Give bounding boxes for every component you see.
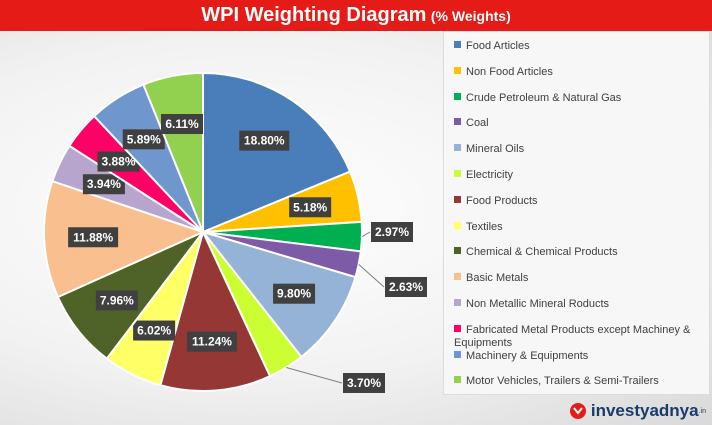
data-label: 11.88% bbox=[73, 230, 113, 244]
leader-line bbox=[286, 366, 343, 384]
data-label-box bbox=[122, 129, 165, 150]
logo-mark-icon bbox=[569, 403, 586, 419]
legend-swatch bbox=[454, 324, 461, 332]
data-label-box bbox=[68, 227, 119, 248]
data-label: 3.70% bbox=[347, 376, 381, 390]
pie-slice bbox=[142, 71, 204, 233]
pie-slice bbox=[43, 179, 206, 299]
legend-swatch bbox=[454, 273, 461, 281]
legend-label: Coal bbox=[466, 117, 489, 130]
data-label: 3.88% bbox=[101, 155, 135, 169]
data-label: 18.80% bbox=[244, 134, 285, 148]
data-label: 6.11% bbox=[165, 117, 199, 131]
legend-item: Machinery & Equipments bbox=[454, 350, 588, 363]
legend-item: Mineral Oils bbox=[454, 143, 524, 156]
data-label: 9.80% bbox=[277, 287, 311, 301]
data-label-box bbox=[97, 151, 140, 172]
legend-swatch bbox=[454, 41, 461, 48]
legend-swatch bbox=[454, 66, 461, 74]
legend-label: Mineral Oils bbox=[466, 143, 525, 156]
data-label-box bbox=[82, 174, 125, 195]
data-label-box bbox=[95, 290, 138, 311]
chart-subtitle: (% Weights) bbox=[430, 8, 511, 24]
legend-label: Food Products bbox=[466, 194, 538, 207]
legend-label: Chemical & Chemical Products bbox=[466, 246, 618, 259]
legend-item: Chemical & Chemical Products bbox=[454, 246, 618, 259]
legend-label: Non Metallic Mineral Roducts bbox=[466, 298, 610, 310]
legend-swatch bbox=[454, 376, 461, 384]
legend-swatch bbox=[454, 221, 461, 229]
legend-label: Electricity bbox=[466, 169, 514, 181]
legend-item: Electricity bbox=[454, 169, 513, 182]
legend-item: Fabricated Metal Products except Machine… bbox=[454, 324, 709, 350]
data-label: 5.89% bbox=[127, 132, 161, 146]
legend-item: Food Products bbox=[454, 195, 538, 208]
legend-label: Basic Metals bbox=[466, 272, 529, 285]
legend-label: Non Food Articles bbox=[466, 65, 553, 78]
legend-item: Non Metallic Mineral Roducts bbox=[454, 298, 609, 311]
legend-swatch bbox=[454, 144, 461, 152]
legend-swatch bbox=[454, 195, 461, 203]
legend-label: Food Articles bbox=[466, 40, 530, 52]
logo-text: investyadnya bbox=[590, 401, 699, 420]
legend-swatch bbox=[454, 247, 461, 255]
data-label-box bbox=[343, 373, 385, 393]
data-label-box bbox=[239, 130, 290, 151]
data-label: 11.24% bbox=[192, 335, 232, 349]
legend-item: Motor Vehicles, Trailers & Semi-Trailers bbox=[454, 375, 659, 388]
legend-swatch bbox=[454, 170, 461, 177]
legend-label: Crude Petroleum & Natural Gas bbox=[466, 91, 622, 104]
data-label-box bbox=[371, 222, 413, 242]
legend-item: Food Articles bbox=[454, 40, 530, 53]
leader-line bbox=[358, 264, 385, 288]
data-label: 3.94% bbox=[87, 177, 121, 191]
data-label: 5.18% bbox=[293, 200, 327, 214]
data-label: 2.97% bbox=[375, 225, 409, 239]
legend-item: Crude Petroleum & Natural Gas bbox=[454, 92, 621, 105]
data-label-box bbox=[133, 320, 176, 341]
data-label: 6.02% bbox=[137, 324, 171, 338]
logo-tld: .in bbox=[698, 407, 706, 415]
plot-area: 18.80% 5.18% 2.97% 2.63% 9.80% 3.70% 11.24% 6.0… bbox=[0, 31, 712, 425]
chart-title: WPI Weighting Diagram bbox=[201, 4, 427, 26]
data-label-box bbox=[289, 197, 332, 218]
legend-item: Coal bbox=[454, 117, 489, 130]
data-label-box bbox=[161, 114, 204, 135]
data-label-box bbox=[385, 277, 427, 297]
legend-item: Textiles bbox=[454, 221, 503, 234]
pie-chart: 18.80% 5.18% 2.97% 2.63% 9.80% 3.70% 11.24% 6.0… bbox=[43, 71, 427, 393]
leader-line bbox=[361, 231, 371, 238]
data-label: 2.63% bbox=[389, 280, 423, 294]
legend-label: Motor Vehicles, Trailers & Semi-Trailers bbox=[466, 375, 659, 388]
data-label: 7.96% bbox=[100, 293, 134, 307]
legend-swatch bbox=[454, 92, 461, 100]
chart-title-bar: WPI Weighting Diagram (% Weights) bbox=[0, 0, 712, 31]
legend-swatch bbox=[454, 299, 461, 306]
legend-swatch bbox=[454, 118, 461, 126]
pie-slice bbox=[202, 71, 352, 234]
legend-swatch bbox=[454, 350, 461, 358]
legend-item: Non Food Articles bbox=[454, 66, 553, 79]
legend-label: Fabricated Metal Products except Machine… bbox=[454, 323, 691, 349]
legend-item: Basic Metals bbox=[454, 272, 528, 285]
brand-logo: investyadnya .in bbox=[561, 399, 706, 423]
legend-label: Machinery & Equipments bbox=[466, 349, 589, 362]
data-label-box bbox=[273, 283, 316, 304]
legend-label: Textiles bbox=[466, 220, 503, 233]
chart-legend: Food Articles Non Food Articles Crude Petr… bbox=[443, 31, 710, 395]
data-label-box bbox=[186, 331, 237, 352]
